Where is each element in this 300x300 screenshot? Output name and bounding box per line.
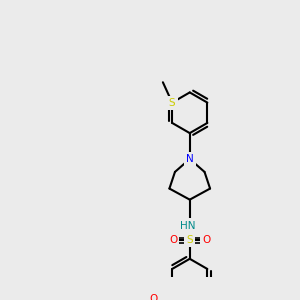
Text: HN: HN (180, 220, 196, 230)
Text: N: N (186, 154, 194, 164)
Text: S: S (186, 235, 193, 245)
Text: O: O (169, 235, 177, 245)
Text: S: S (169, 98, 175, 108)
Text: O: O (202, 235, 211, 245)
Text: O: O (149, 293, 158, 300)
